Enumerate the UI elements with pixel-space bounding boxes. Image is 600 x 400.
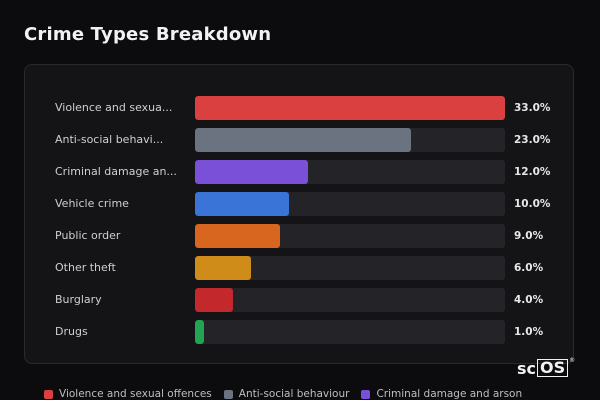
bar-row: Criminal damage an... 12.0%	[25, 160, 575, 184]
bar-track	[195, 256, 505, 280]
legend-label: Anti-social behaviour	[238, 388, 350, 400]
bar-value-label: 12.0%	[514, 166, 551, 178]
bar-row: Vehicle crime 10.0%	[25, 192, 575, 216]
bar-value-label: 1.0%	[514, 326, 544, 338]
legend-item[interactable]: Criminal damage and arson	[361, 388, 522, 400]
bar[interactable]	[195, 320, 205, 344]
bar[interactable]	[195, 96, 505, 120]
legend-item[interactable]: Anti-social behaviour	[223, 388, 350, 400]
bar-category-label: Vehicle crime	[55, 197, 129, 210]
chart-legend: Violence and sexual offences Anti-social …	[44, 387, 522, 400]
bar[interactable]	[195, 224, 280, 248]
bar-value-label: 4.0%	[514, 294, 544, 306]
bar-row: Drugs 1.0%	[25, 320, 575, 344]
bar-value-label: 10.0%	[514, 198, 551, 210]
legend-item[interactable]: Violence and sexual offences	[44, 388, 212, 400]
bar-track	[195, 288, 505, 312]
bar[interactable]	[195, 160, 308, 184]
legend-swatch	[223, 389, 233, 399]
scos-logo: sc OS ®	[517, 357, 576, 378]
bar-category-label: Other theft	[55, 261, 116, 274]
logo-boxed: OS	[537, 359, 569, 377]
bar-category-label: Burglary	[55, 293, 102, 306]
bar-track	[195, 128, 505, 152]
bar-row: Violence and sexua... 33.0%	[25, 96, 575, 120]
chart-panel: Violence and sexua... 33.0% Anti-social be…	[24, 64, 574, 364]
legend-label: Violence and sexual offences	[59, 388, 212, 400]
logo-prefix: sc	[517, 358, 537, 378]
bar-value-label: 33.0%	[514, 102, 551, 114]
registered-mark: ®	[569, 357, 576, 364]
bar-track	[195, 192, 505, 216]
bar-category-label: Violence and sexua...	[55, 101, 173, 114]
bar-track	[195, 160, 505, 184]
bar[interactable]	[195, 128, 412, 152]
bar-category-label: Anti-social behavi...	[55, 133, 164, 146]
bar-row: Other theft 6.0%	[25, 256, 575, 280]
bar-category-label: Public order	[55, 229, 121, 242]
legend-swatch	[361, 389, 371, 399]
bar-row: Burglary 4.0%	[25, 288, 575, 312]
bar-track	[195, 96, 505, 120]
bar-value-label: 6.0%	[514, 262, 544, 274]
legend-swatch	[44, 389, 53, 399]
bar-row: Public order 9.0%	[25, 224, 575, 248]
bar[interactable]	[195, 288, 233, 312]
bar-value-label: 23.0%	[514, 134, 551, 146]
page-title: Crime Types Breakdown	[24, 24, 272, 45]
bar-track	[195, 224, 505, 248]
bar-value-label: 9.0%	[514, 230, 544, 242]
bar[interactable]	[195, 192, 289, 216]
bar-row: Anti-social behavi... 23.0%	[25, 128, 575, 152]
bar-track	[195, 320, 505, 344]
bar[interactable]	[195, 256, 252, 280]
bar-category-label: Drugs	[55, 325, 88, 338]
legend-label: Criminal damage and arson	[376, 388, 523, 400]
bar-category-label: Criminal damage an...	[55, 165, 177, 178]
